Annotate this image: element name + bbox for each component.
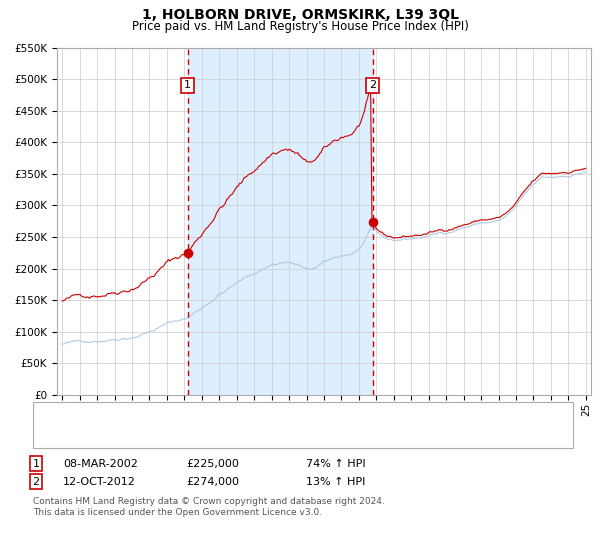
Text: 74% ↑ HPI: 74% ↑ HPI — [306, 459, 365, 469]
Text: 1, HOLBORN DRIVE, ORMSKIRK, L39 3QL: 1, HOLBORN DRIVE, ORMSKIRK, L39 3QL — [142, 8, 458, 22]
Text: 2: 2 — [32, 477, 40, 487]
Text: Contains HM Land Registry data © Crown copyright and database right 2024.: Contains HM Land Registry data © Crown c… — [33, 497, 385, 506]
Bar — [188, 48, 373, 395]
Text: £274,000: £274,000 — [186, 477, 239, 487]
Text: Price paid vs. HM Land Registry's House Price Index (HPI): Price paid vs. HM Land Registry's House … — [131, 20, 469, 33]
Text: 1: 1 — [32, 459, 40, 469]
Text: 1: 1 — [184, 81, 191, 91]
Text: £225,000: £225,000 — [186, 459, 239, 469]
Text: HPI: Average price, detached house, West Lancashire: HPI: Average price, detached house, West… — [79, 430, 377, 440]
Text: 12-OCT-2012: 12-OCT-2012 — [63, 477, 136, 487]
Text: This data is licensed under the Open Government Licence v3.0.: This data is licensed under the Open Gov… — [33, 508, 322, 517]
Text: 1, HOLBORN DRIVE, ORMSKIRK, L39 3QL (detached house): 1, HOLBORN DRIVE, ORMSKIRK, L39 3QL (det… — [79, 410, 407, 420]
Text: 2: 2 — [369, 81, 376, 91]
Text: 13% ↑ HPI: 13% ↑ HPI — [306, 477, 365, 487]
Text: 08-MAR-2002: 08-MAR-2002 — [63, 459, 138, 469]
